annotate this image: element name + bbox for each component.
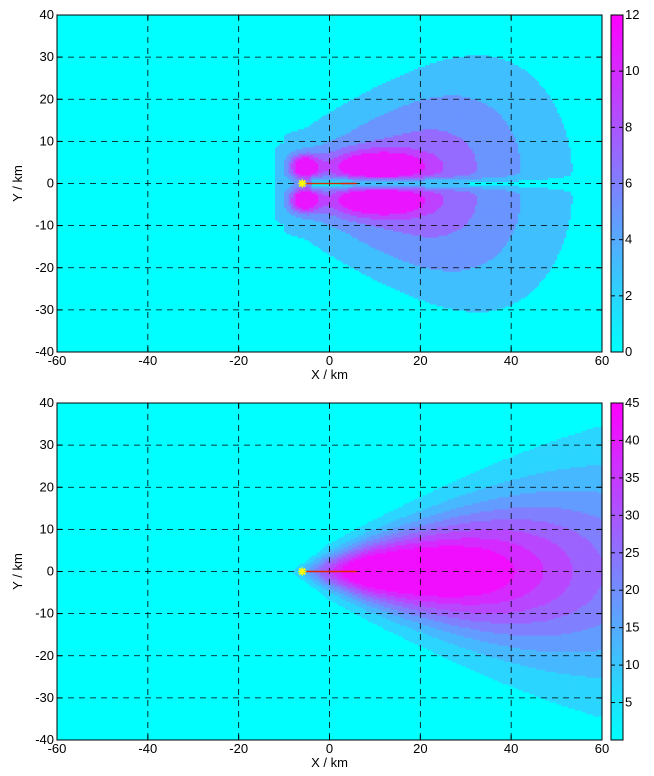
y-tick-label: -20 xyxy=(35,648,54,663)
y-tick-label: -20 xyxy=(35,260,54,275)
colorbar xyxy=(610,402,624,741)
y-axis-label: Y / km xyxy=(10,165,25,202)
x-tick-label: 0 xyxy=(326,353,333,368)
x-tick-label: -40 xyxy=(138,741,157,756)
colorbar-tick-label: 45 xyxy=(625,395,639,410)
x-axis-label: X / km xyxy=(311,755,348,770)
colorbar-tick-label: 10 xyxy=(625,657,639,672)
colorbar-tick-label: 5 xyxy=(625,695,632,710)
colorbar-tick-label: 0 xyxy=(625,344,632,359)
y-tick-label: 10 xyxy=(40,521,54,536)
colorbar-tick-label: 30 xyxy=(625,507,639,522)
x-axis-label: X / km xyxy=(311,367,348,382)
y-tick-labels: -40 -30 -20 -10 0 10 20 30 40 xyxy=(35,395,54,747)
colorbar-tick-label: 6 xyxy=(625,176,632,191)
x-tick-labels: -60 -40 -20 0 20 40 60 xyxy=(48,353,610,368)
y-tick-label: 0 xyxy=(47,564,54,579)
colorbar-tick-label: 12 xyxy=(625,7,639,22)
y-tick-label: 40 xyxy=(40,7,54,22)
x-tick-label: -20 xyxy=(229,741,248,756)
colorbar-tick-label: 35 xyxy=(625,470,639,485)
y-tick-label: 0 xyxy=(47,176,54,191)
y-tick-label: -40 xyxy=(35,344,54,359)
y-tick-label: 10 xyxy=(40,133,54,148)
y-tick-labels: -40 -30 -20 -10 0 10 20 30 40 xyxy=(35,7,54,359)
contour-field xyxy=(293,427,603,717)
colorbar-tick-label: 25 xyxy=(625,545,639,560)
y-tick-label: -30 xyxy=(35,302,54,317)
y-tick-label: 40 xyxy=(40,395,54,410)
x-tick-label: 40 xyxy=(504,741,518,756)
y-tick-label: -10 xyxy=(35,218,54,233)
y-tick-label: 20 xyxy=(40,479,54,494)
x-tick-labels: -60 -40 -20 0 20 40 60 xyxy=(48,741,610,756)
y-tick-label: 30 xyxy=(40,49,54,64)
x-tick-label: 60 xyxy=(595,353,609,368)
colorbar-tick-labels: 5 10 15 20 25 30 35 40 45 xyxy=(625,395,639,710)
x-tick-label: 60 xyxy=(595,741,609,756)
x-tick-label: -60 xyxy=(48,741,67,756)
y-tick-label: -30 xyxy=(35,690,54,705)
contour-field xyxy=(275,55,574,313)
grid-lines xyxy=(57,403,602,740)
colorbar-tick-label: 10 xyxy=(625,63,639,78)
y-axis-label: Y / km xyxy=(10,553,25,590)
colorbar-tick-label: 40 xyxy=(625,432,639,447)
colorbar-tick-label: 4 xyxy=(625,232,632,247)
colorbar-tick-label: 20 xyxy=(625,582,639,597)
colorbar-tick-labels: 0 2 4 6 8 10 12 xyxy=(625,7,639,359)
source-marker xyxy=(298,567,307,576)
x-tick-label: 0 xyxy=(326,741,333,756)
x-tick-label: -60 xyxy=(48,353,67,368)
x-tick-label: 40 xyxy=(504,353,518,368)
y-tick-label: 20 xyxy=(40,91,54,106)
x-tick-label: 20 xyxy=(413,353,427,368)
y-tick-label: -10 xyxy=(35,606,54,621)
y-tick-label: -40 xyxy=(35,732,54,747)
x-tick-label: 20 xyxy=(413,741,427,756)
colorbar-tick-label: 8 xyxy=(625,119,632,134)
x-tick-label: -20 xyxy=(229,353,248,368)
x-tick-label: -40 xyxy=(138,353,157,368)
colorbar-tick-label: 2 xyxy=(625,288,632,303)
source-marker xyxy=(298,179,307,188)
grid-lines xyxy=(57,15,602,352)
y-tick-label: 30 xyxy=(40,437,54,452)
colorbar-tick-label: 15 xyxy=(625,620,639,635)
